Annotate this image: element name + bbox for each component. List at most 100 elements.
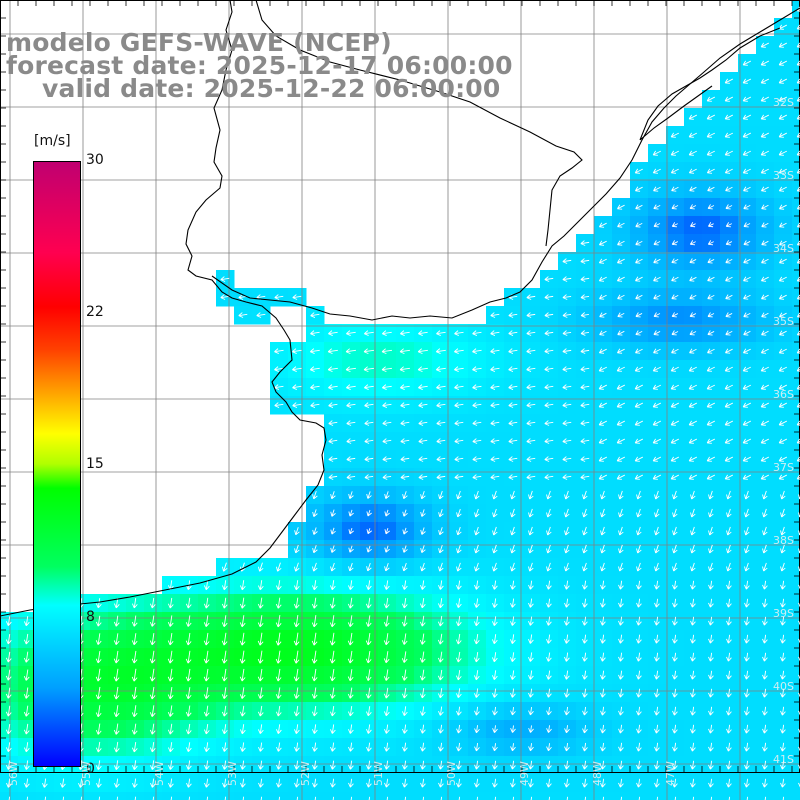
wind-arrow bbox=[474, 688, 480, 698]
wind-arrow bbox=[743, 222, 751, 228]
wind-arrow bbox=[311, 632, 318, 646]
wind-arrow bbox=[760, 168, 769, 174]
wind-arrow bbox=[724, 96, 734, 102]
wind-arrow bbox=[167, 650, 174, 664]
wind-cell bbox=[792, 54, 800, 73]
wind-arrow bbox=[652, 438, 662, 444]
wind-arrow bbox=[382, 438, 392, 444]
wind-arrow bbox=[436, 438, 446, 444]
wind-arrow bbox=[634, 456, 644, 462]
wind-arrow bbox=[618, 670, 624, 680]
wind-arrow bbox=[635, 330, 643, 336]
wind-arrow bbox=[652, 366, 661, 372]
wind-arrow bbox=[582, 544, 588, 554]
wind-arrow bbox=[381, 348, 393, 355]
wind-arrow bbox=[743, 294, 751, 300]
wind-arrow bbox=[23, 742, 30, 753]
wind-arrow bbox=[221, 615, 228, 628]
wind-arrow bbox=[670, 366, 679, 372]
wind-arrow bbox=[600, 544, 606, 554]
wind-arrow bbox=[546, 743, 552, 752]
wind-arrow bbox=[744, 670, 750, 680]
wind-cell bbox=[234, 792, 253, 800]
wind-arrow bbox=[742, 114, 752, 120]
wind-arrow bbox=[508, 456, 518, 462]
wind-arrow bbox=[672, 508, 678, 518]
latitude-label: 40S bbox=[773, 680, 794, 693]
wind-arrow bbox=[564, 778, 570, 788]
wind-arrow bbox=[616, 276, 625, 282]
wind-arrow bbox=[580, 438, 590, 444]
wind-arrow bbox=[221, 687, 228, 699]
wind-arrow bbox=[381, 366, 393, 373]
wind-cell bbox=[720, 792, 739, 800]
wind-arrow bbox=[258, 778, 264, 788]
wind-arrow bbox=[276, 778, 282, 788]
wind-arrow bbox=[780, 778, 786, 788]
title-line-2: forecast date: 2025-12-17 06:00:00 bbox=[6, 51, 513, 80]
wind-arrow bbox=[6, 616, 12, 626]
wind-arrow bbox=[438, 509, 444, 518]
wind-arrow bbox=[654, 490, 660, 500]
wind-arrow bbox=[329, 632, 336, 646]
wind-arrow bbox=[706, 96, 716, 102]
wind-arrow bbox=[528, 670, 534, 680]
wind-cell bbox=[702, 792, 721, 800]
wind-arrow bbox=[492, 490, 498, 500]
wind-arrow bbox=[422, 796, 425, 800]
wind-arrow bbox=[600, 652, 606, 662]
wind-arrow bbox=[616, 258, 625, 264]
wind-arrow bbox=[778, 348, 787, 354]
wind-arrow bbox=[366, 491, 372, 499]
wind-arrow bbox=[616, 420, 626, 426]
wind-arrow bbox=[707, 222, 714, 228]
wind-arrow bbox=[526, 456, 536, 462]
wind-arrow bbox=[310, 402, 320, 408]
wind-cell bbox=[792, 144, 800, 163]
wind-arrow bbox=[546, 778, 552, 788]
wind-arrow bbox=[706, 114, 716, 120]
wind-arrow bbox=[564, 562, 570, 572]
wind-arrow bbox=[762, 634, 768, 644]
wind-arrow bbox=[455, 651, 462, 663]
wind-arrow bbox=[618, 634, 624, 644]
wind-arrow bbox=[778, 42, 788, 48]
wind-arrow bbox=[510, 490, 516, 500]
wind-arrow bbox=[689, 276, 697, 282]
wind-arrow bbox=[654, 634, 660, 644]
wind-arrow bbox=[599, 312, 607, 318]
wind-arrow bbox=[132, 760, 138, 770]
wind-arrow bbox=[798, 656, 800, 662]
wind-arrow bbox=[242, 796, 245, 800]
wind-arrow bbox=[436, 330, 446, 336]
wind-arrow bbox=[725, 186, 733, 192]
wind-arrow bbox=[221, 580, 228, 591]
wind-cell bbox=[558, 792, 577, 800]
wind-arrow bbox=[454, 438, 464, 444]
wind-arrow bbox=[778, 96, 788, 102]
wind-cell bbox=[72, 792, 91, 800]
wind-arrow bbox=[116, 796, 119, 800]
wind-arrow bbox=[708, 580, 714, 590]
wind-arrow bbox=[131, 597, 138, 609]
wind-arrow bbox=[472, 402, 482, 408]
wind-arrow bbox=[152, 796, 155, 800]
wind-arrow bbox=[275, 615, 282, 628]
wind-arrow bbox=[654, 526, 660, 536]
wind-arrow bbox=[654, 724, 660, 734]
wind-arrow bbox=[508, 330, 518, 336]
wind-arrow bbox=[598, 474, 608, 480]
wind-arrow bbox=[688, 402, 698, 408]
wind-arrow bbox=[402, 580, 408, 590]
wind-cell bbox=[792, 234, 800, 253]
wind-arrow bbox=[131, 668, 138, 682]
wind-arrow bbox=[653, 294, 661, 300]
wind-arrow bbox=[779, 240, 787, 246]
latitude-label: 32S bbox=[773, 96, 794, 109]
wind-arrow bbox=[618, 580, 624, 590]
wind-arrow bbox=[544, 384, 554, 390]
wind-arrow bbox=[328, 474, 338, 480]
wind-arrow bbox=[435, 366, 446, 373]
wind-arrow bbox=[778, 168, 787, 174]
wind-arrow bbox=[454, 384, 464, 390]
